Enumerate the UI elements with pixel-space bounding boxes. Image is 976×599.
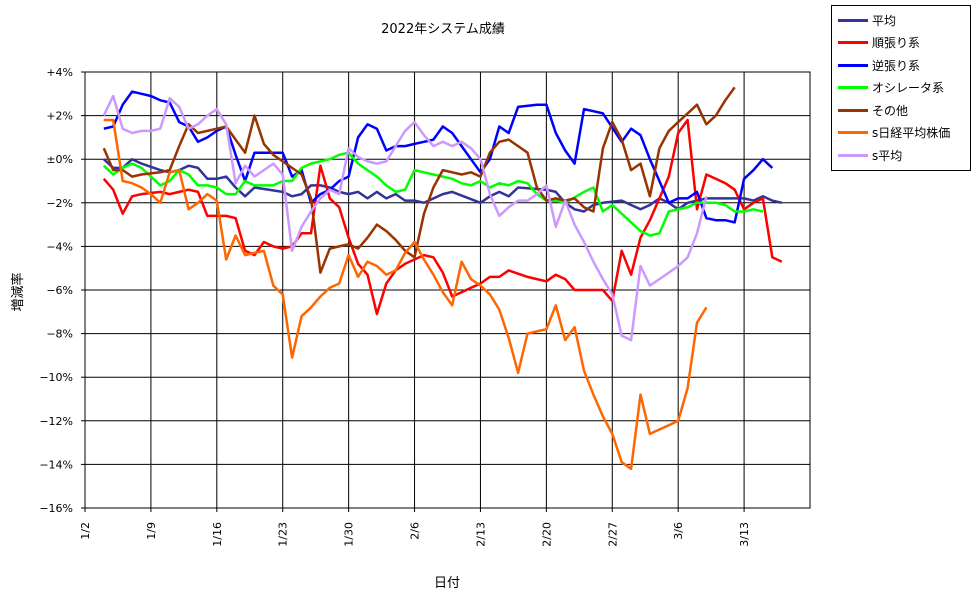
legend-swatch: [838, 108, 868, 112]
legend-swatch: [838, 63, 868, 67]
legend-swatch: [838, 18, 868, 22]
y-tick-label: −2%: [46, 197, 73, 210]
x-tick-label: 1/9: [145, 522, 158, 540]
legend-item: その他: [838, 100, 908, 120]
y-tick-label: −16%: [39, 502, 73, 515]
legend-item: s平均: [838, 145, 902, 165]
y-tick-label: −14%: [39, 458, 73, 471]
x-tick-label: 2/27: [606, 522, 619, 547]
x-tick-label: 1/2: [79, 522, 92, 540]
legend-item: s日経平均株価: [838, 123, 950, 143]
y-tick-label: −8%: [46, 328, 73, 341]
x-axis-label: 日付: [434, 576, 460, 591]
grid-lines: [84, 71, 810, 509]
y-axis-label: 増減率: [10, 272, 26, 311]
x-tick-label: 3/6: [672, 522, 685, 540]
legend-label: 順張り系: [872, 36, 921, 50]
legend-label: オシレータ系: [872, 81, 945, 95]
series-line-4: [102, 86, 736, 274]
series-line-0: [102, 157, 783, 213]
legend: 平均順張り系逆張り系オシレータ系 その他 s日経平均株価 s平均: [831, 5, 971, 171]
y-tick-label: +2%: [46, 110, 73, 123]
legend-swatch: [838, 41, 868, 44]
legend-swatch: [838, 153, 868, 157]
x-tick-label: 1/30: [343, 522, 356, 547]
y-tick-label: +4%: [46, 66, 73, 79]
series-lines: [102, 86, 783, 471]
y-axis-ticks: +4% +2% ±0% −2% −4% −6% −8% −10% −12% −14% −16%: [39, 66, 85, 515]
legend-swatch: [838, 86, 868, 89]
x-tick-label: 2/13: [474, 522, 487, 547]
legend-item: 平均: [838, 10, 896, 30]
legend-item: 逆張り系: [838, 55, 920, 75]
y-tick-label: −12%: [39, 415, 73, 428]
series-line-6: [102, 94, 708, 342]
y-tick-label: −10%: [39, 371, 73, 384]
x-tick-label: 1/16: [211, 522, 224, 547]
series-line-3: [102, 151, 764, 237]
y-tick-label: ±0%: [46, 153, 73, 166]
series-line-5: [103, 118, 708, 471]
y-tick-label: −6%: [46, 284, 73, 297]
legend-swatch: [838, 131, 868, 134]
legend-item: オシレータ系: [838, 78, 944, 98]
legend-label: 逆張り系: [872, 58, 921, 73]
series-line-2: [103, 90, 774, 224]
y-tick-label: −4%: [46, 240, 73, 253]
legend-label: その他: [872, 103, 909, 118]
legend-label: s日経平均株価: [872, 126, 951, 140]
legend-item: 順張り系: [838, 33, 920, 53]
x-tick-label: 1/23: [277, 522, 290, 547]
x-tick-label: 3/13: [738, 522, 751, 547]
x-tick-label: 2/20: [540, 522, 553, 547]
x-axis-ticks: 1/2 1/9 1/16 1/23 1/30 2/6 2/13 2/20 2/27 3/6 3/13: [79, 508, 751, 547]
legend-label: s平均: [872, 148, 903, 163]
legend-label: 平均: [872, 13, 897, 28]
chart-title: 2022年システム成績: [381, 22, 505, 37]
x-tick-label: 2/6: [409, 522, 422, 540]
